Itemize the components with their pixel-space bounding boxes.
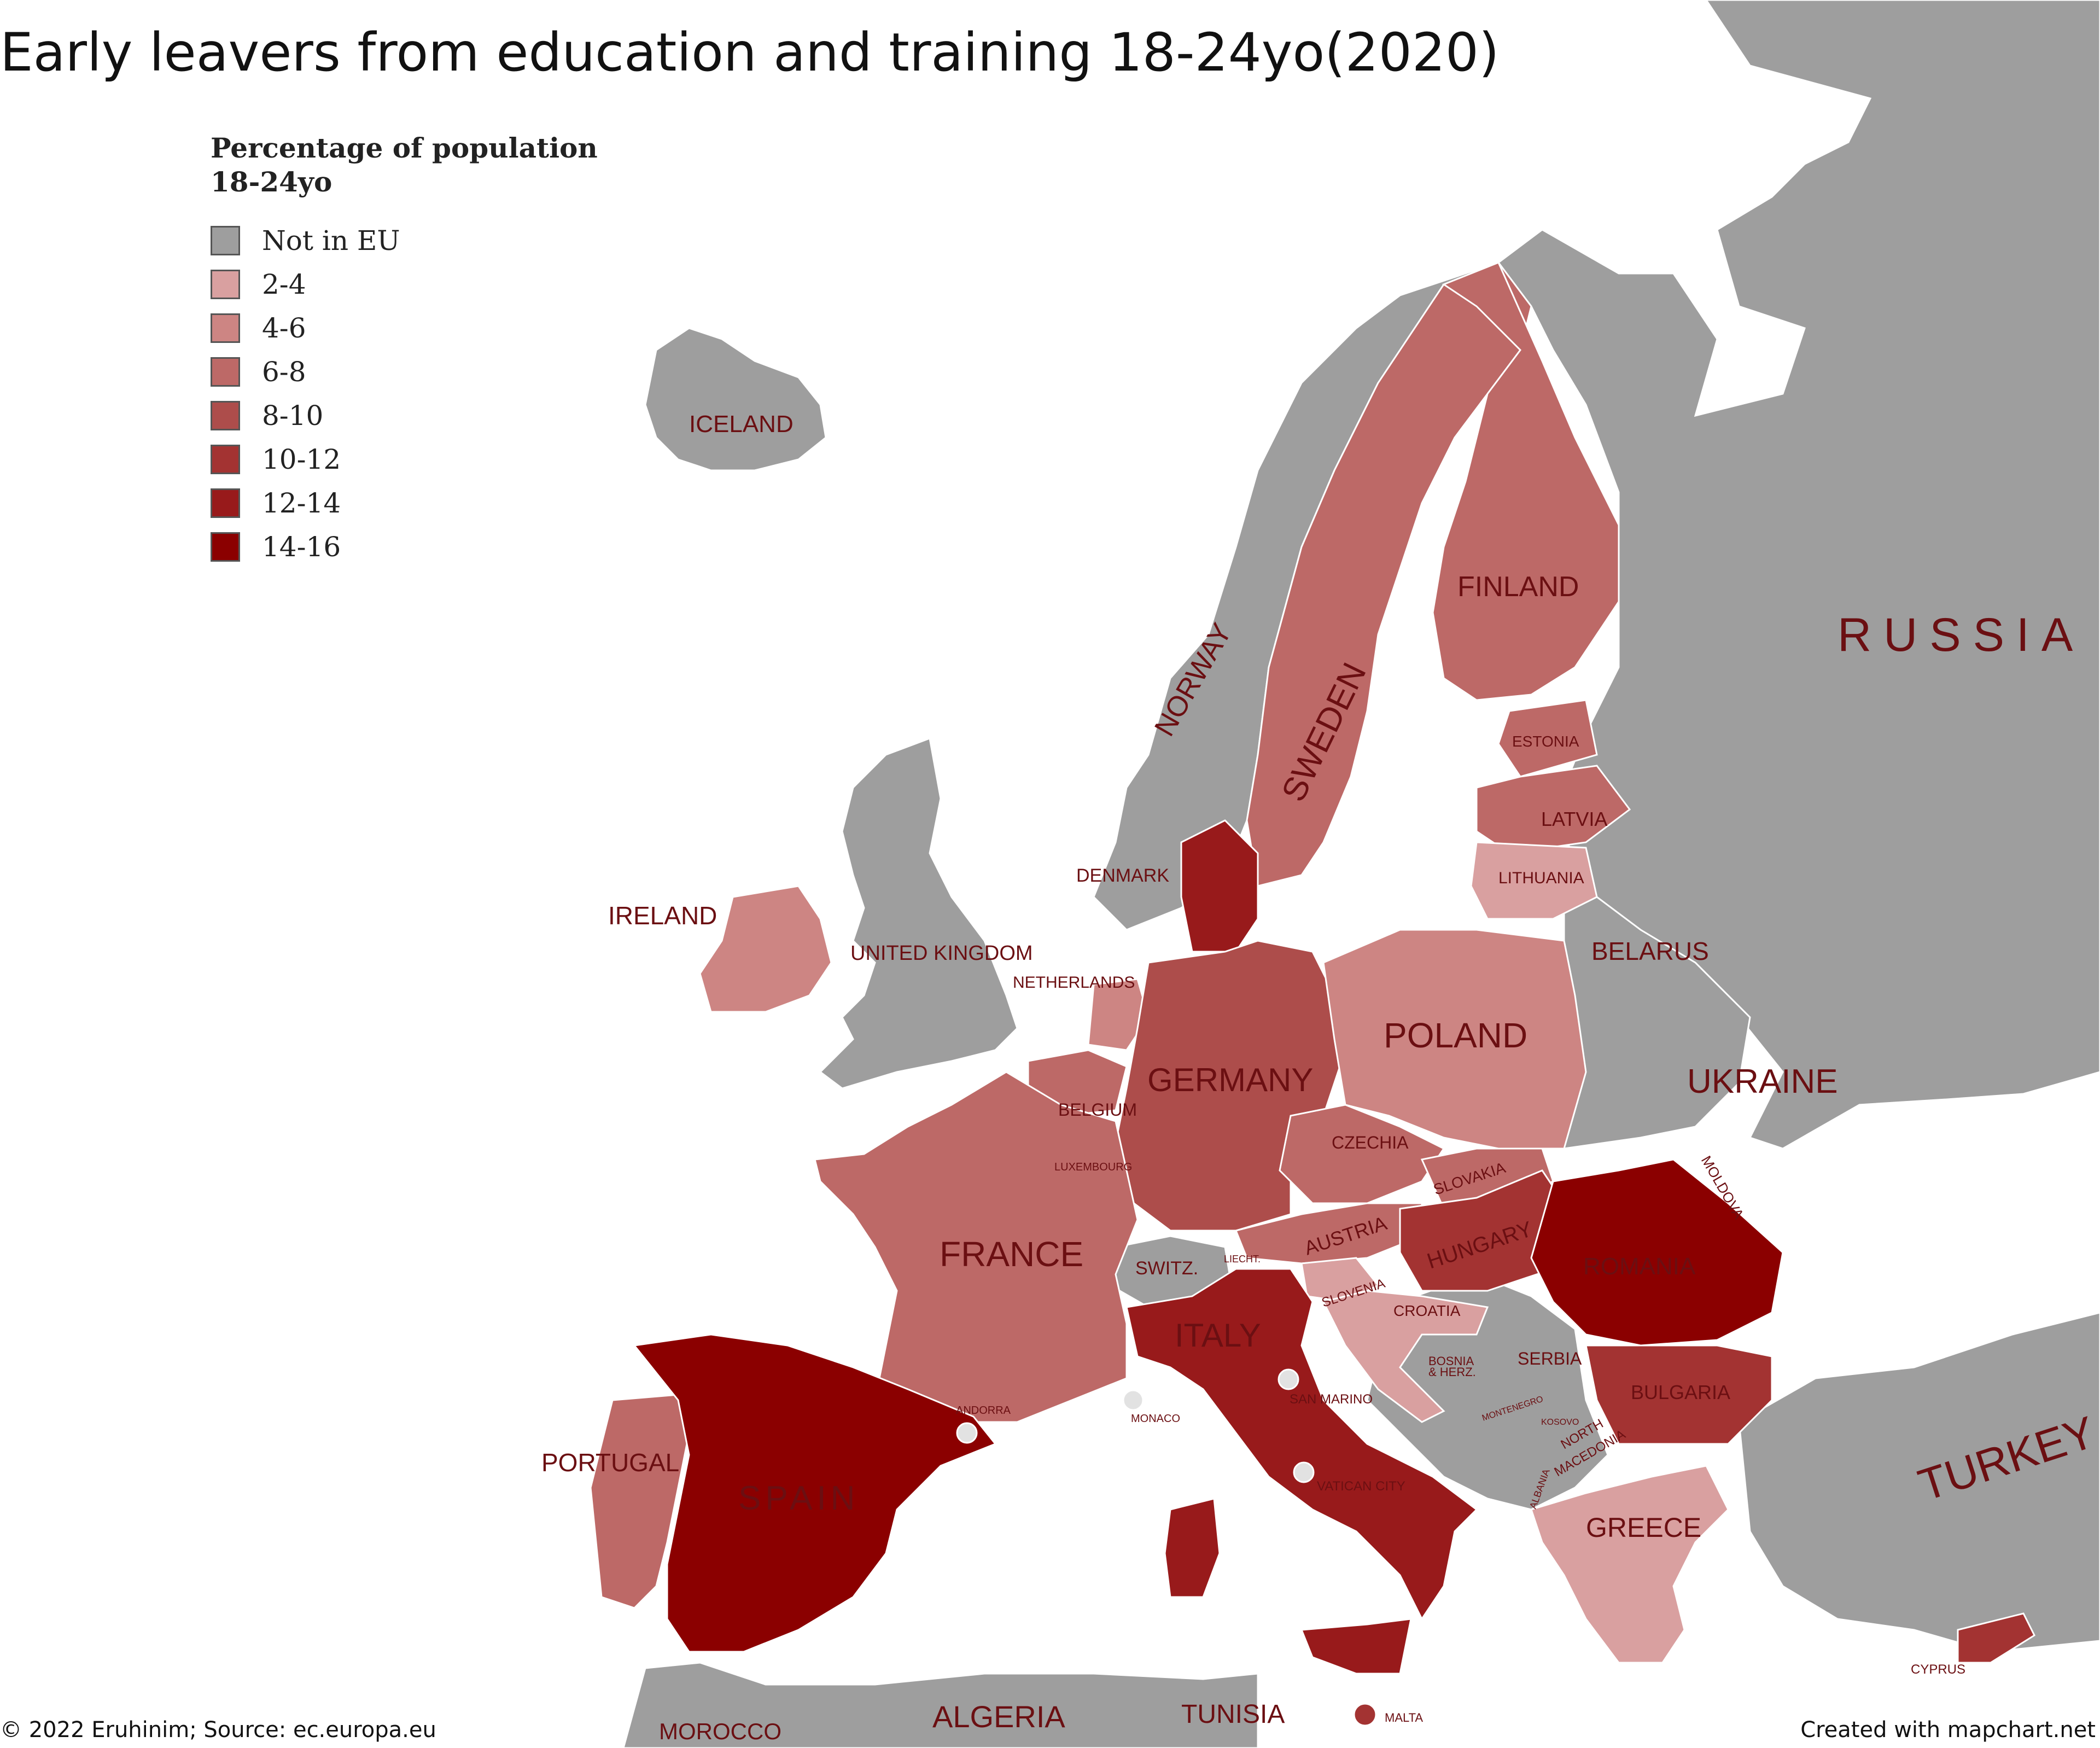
legend: Percentage of population 18-24yo Not in … — [211, 131, 648, 569]
label-belgium: BELGIUM — [1058, 1100, 1137, 1120]
label-portugal: PORTUGAL — [541, 1448, 679, 1477]
label-italy: ITALY — [1175, 1317, 1261, 1354]
legend-item: 12-14 — [211, 481, 648, 525]
label-san-marino: SAN MARINO — [1290, 1392, 1373, 1407]
copyright-source: © 2022 Eruhinim; Source: ec.europa.eu — [0, 1717, 436, 1743]
finland-shape — [1432, 261, 1620, 701]
label-cyprus: CYPRUS — [1911, 1662, 1965, 1677]
legend-label: 2-4 — [262, 269, 306, 300]
lithuania-shape — [1470, 841, 1598, 920]
label-bosnia-1: BOSNIA — [1428, 1354, 1474, 1368]
legend-title: Percentage of population 18-24yo — [211, 131, 648, 199]
label-iceland: ICELAND — [689, 411, 794, 438]
legend-swatch — [211, 270, 240, 299]
monaco-dot — [1122, 1389, 1144, 1411]
label-czechia: CZECHIA — [1332, 1133, 1409, 1152]
legend-item: 10-12 — [211, 438, 648, 481]
label-romania: ROMANIA — [1583, 1253, 1696, 1280]
label-lithuania: LITHUANIA — [1498, 869, 1584, 887]
label-monaco: MONACO — [1131, 1413, 1180, 1425]
map-title: Early leavers from education and trainin… — [0, 22, 1500, 83]
label-russia: RUSSIA — [1838, 609, 2085, 661]
label-vatican: VATICAN CITY — [1317, 1479, 1405, 1494]
label-malta: MALTA — [1385, 1711, 1423, 1724]
legend-items: Not in EU 2-4 4-6 6-8 8-10 10-12 12-14 1… — [211, 219, 648, 569]
legend-label: 6-8 — [262, 356, 306, 388]
label-ukraine: UKRAINE — [1687, 1063, 1838, 1100]
italy-shape — [1125, 1268, 1478, 1621]
latvia-shape — [1475, 765, 1631, 854]
label-bosnia-2: & HERZ. — [1428, 1365, 1476, 1379]
label-denmark: DENMARK — [1076, 865, 1169, 886]
legend-label: Not in EU — [262, 225, 400, 257]
label-andorra: ANDORRA — [956, 1405, 1011, 1417]
legend-swatch — [211, 401, 240, 430]
legend-swatch — [211, 445, 240, 474]
legend-item: 6-8 — [211, 350, 648, 394]
label-serbia: SERBIA — [1518, 1349, 1582, 1368]
sicily-shape — [1300, 1618, 1412, 1675]
bulgaria-shape — [1585, 1344, 1773, 1445]
legend-label: 10-12 — [262, 444, 341, 475]
label-tunisia: TUNISIA — [1181, 1700, 1285, 1729]
label-belarus: BELARUS — [1591, 937, 1709, 965]
romania-shape — [1530, 1158, 1784, 1347]
legend-item: Not in EU — [211, 219, 648, 263]
sardinia-shape — [1164, 1498, 1221, 1598]
label-morocco: MOROCCO — [659, 1718, 781, 1744]
legend-item: 8-10 — [211, 394, 648, 438]
estonia-shape — [1497, 699, 1598, 778]
russia-shape — [1497, 0, 2100, 1150]
uk-shape — [819, 737, 1018, 1089]
andorra-dot — [956, 1422, 978, 1444]
san-marino-dot — [1278, 1368, 1299, 1390]
legend-item: 14-16 — [211, 525, 648, 569]
legend-swatch — [211, 357, 240, 387]
cyprus-shape — [1957, 1612, 2035, 1664]
label-greece: GREECE — [1586, 1512, 1701, 1543]
label-algeria: ALGERIA — [932, 1699, 1065, 1734]
label-france: FRANCE — [940, 1234, 1083, 1274]
label-latvia: LATVIA — [1541, 808, 1607, 830]
spain-shape — [633, 1333, 997, 1653]
credit: Created with mapchart.net — [1800, 1717, 2096, 1743]
ireland-shape — [699, 885, 832, 1013]
croatia-shape — [1322, 1290, 1489, 1423]
vatican-dot — [1293, 1461, 1315, 1483]
legend-swatch — [211, 226, 240, 255]
label-uk: UNITED KINGDOM — [850, 942, 1033, 965]
legend-swatch — [211, 532, 240, 562]
label-kosovo: KOSOVO — [1541, 1418, 1579, 1427]
greece-shape — [1530, 1465, 1729, 1664]
legend-item: 2-4 — [211, 263, 648, 306]
label-spain: SPAIN — [738, 1479, 859, 1517]
legend-title-line2: 18-24yo — [211, 166, 332, 198]
legend-item: 4-6 — [211, 306, 648, 350]
legend-label: 14-16 — [262, 531, 341, 563]
legend-swatch — [211, 488, 240, 518]
legend-label: 8-10 — [262, 400, 324, 432]
label-croatia: CROATIA — [1393, 1302, 1461, 1319]
legend-label: 12-14 — [262, 487, 341, 519]
iceland-shape — [644, 327, 827, 471]
malta-shape — [1353, 1703, 1377, 1727]
label-bulgaria: BULGARIA — [1631, 1381, 1730, 1403]
north-africa-shape — [622, 1662, 1259, 1748]
legend-swatch — [211, 313, 240, 343]
turkey-shape — [1738, 1312, 2100, 1653]
label-ireland: IRELAND — [608, 901, 717, 930]
label-finland: FINLAND — [1457, 571, 1579, 603]
denmark-shape — [1180, 819, 1259, 953]
label-poland: POLAND — [1384, 1016, 1527, 1055]
label-luxembourg: LUXEMBOURG — [1054, 1161, 1132, 1173]
label-estonia: ESTONIA — [1512, 733, 1579, 750]
label-switz: SWITZ. — [1135, 1258, 1198, 1279]
label-netherlands: NETHERLANDS — [1013, 974, 1135, 992]
czechia-shape — [1279, 1104, 1445, 1204]
label-liecht: LIECHT. — [1224, 1254, 1261, 1265]
legend-label: 4-6 — [262, 312, 306, 344]
label-germany: GERMANY — [1147, 1062, 1313, 1098]
legend-title-line1: Percentage of population — [211, 132, 598, 164]
